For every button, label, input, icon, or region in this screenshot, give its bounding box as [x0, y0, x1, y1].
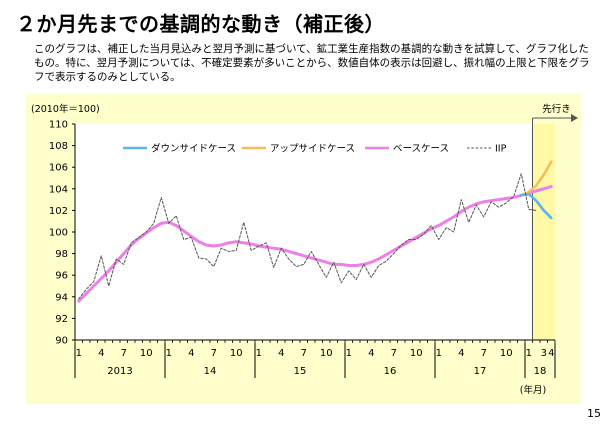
x-month-label: 7 — [211, 348, 217, 359]
x-month-label: 7 — [481, 348, 487, 359]
x-month-label: 1 — [346, 348, 352, 359]
page-number: 15 — [587, 407, 601, 420]
plot-area — [75, 124, 555, 340]
x-month-label: 4 — [98, 348, 104, 359]
x-month-label: 1 — [166, 348, 172, 359]
forecast-region — [532, 124, 555, 340]
x-month-label: 1 — [76, 348, 82, 359]
x-month-label: 10 — [500, 348, 513, 359]
x-year-label: 14 — [204, 366, 217, 377]
x-month-label: 7 — [121, 348, 127, 359]
x-year-label: 2013 — [107, 366, 132, 377]
y-tick-label: 102 — [49, 206, 68, 217]
y-tick-label: 106 — [49, 163, 68, 174]
x-year-label: 18 — [534, 366, 547, 377]
downside-case-line — [519, 192, 553, 220]
x-month-label: 10 — [230, 348, 243, 359]
x-month-label: 3 — [541, 348, 547, 359]
y-tick-label: 108 — [49, 141, 68, 152]
x-year-label: 17 — [474, 366, 487, 377]
x-month-label: 4 — [548, 348, 554, 359]
iip-line — [78, 173, 537, 300]
y-tick-label: 90 — [55, 336, 68, 347]
slide-description: このグラフは、補正した当月見込みと翌月予測に基づいて、鉱工業生産指数の基調的な動… — [34, 43, 590, 83]
x-month-label: 4 — [368, 348, 374, 359]
x-month-label: 1 — [526, 348, 532, 359]
chart-panel: (2010年＝100) 90 92 94 96 98 100 102 104 106 108 110 1… — [26, 94, 581, 404]
y-tick-label: 104 — [49, 184, 68, 195]
x-month-label: 4 — [458, 348, 464, 359]
x-month-label: 10 — [320, 348, 333, 359]
unit-label: (2010年＝100) — [31, 103, 100, 115]
x-month-label: 10 — [140, 348, 153, 359]
x-year-label: 16 — [384, 366, 397, 377]
forecast-arrow-head — [571, 114, 578, 122]
x-period-label: (年月) — [520, 384, 546, 396]
forecast-label: 先行き — [542, 103, 571, 115]
y-tick-label: 96 — [55, 271, 68, 282]
x-month-label: 1 — [256, 348, 262, 359]
x-month-label: 10 — [410, 348, 423, 359]
upside-case-line — [519, 160, 553, 197]
legend-label: ダウンサイドケース — [151, 143, 236, 155]
legend-label: IIP — [495, 144, 507, 155]
x-year-label: 15 — [294, 366, 307, 377]
x-month-label: 4 — [278, 348, 284, 359]
y-tick-label: 98 — [55, 249, 68, 260]
iip-chart: (2010年＝100)90929496981001021041061081101… — [31, 103, 578, 396]
legend-label: ベースケース — [393, 144, 449, 155]
y-tick-label: 92 — [55, 314, 68, 325]
x-month-label: 7 — [391, 348, 397, 359]
y-tick-label: 100 — [49, 228, 68, 239]
x-month-label: 4 — [188, 348, 194, 359]
x-month-label: 1 — [436, 348, 442, 359]
base-case-line — [77, 185, 553, 303]
slide-title: ２か月先までの基調的な動き（補正後） — [16, 12, 385, 36]
y-tick-label: 94 — [55, 292, 68, 303]
legend-label: アップサイドケース — [270, 144, 355, 155]
y-tick-label: 110 — [49, 120, 68, 131]
x-month-label: 7 — [301, 348, 307, 359]
